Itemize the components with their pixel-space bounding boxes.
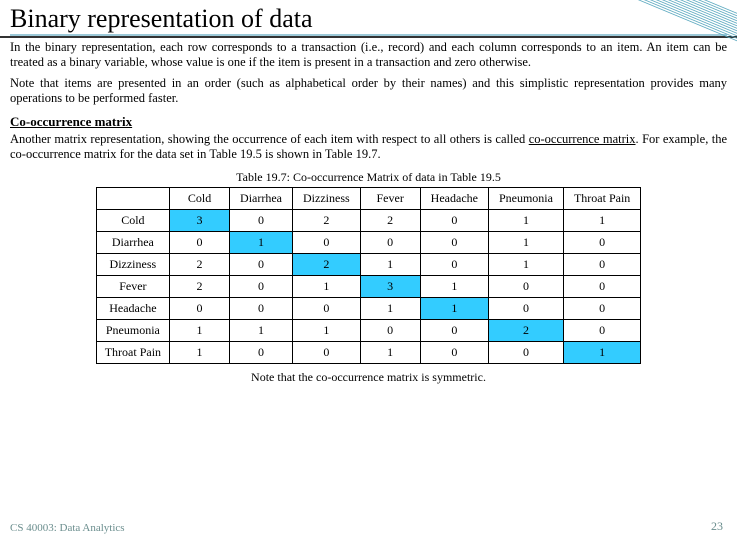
table-cell: 0 — [420, 342, 488, 364]
table-row: Throat Pain1001001 — [96, 342, 641, 364]
row-header: Diarrhea — [96, 232, 169, 254]
paragraph-cooccurrence: Another matrix representation, showing t… — [0, 130, 737, 166]
col-header: Headache — [420, 188, 488, 210]
subheading-cooccurrence: Co-occurrence matrix — [0, 110, 737, 130]
table-cell: 2 — [170, 276, 230, 298]
table-cell: 1 — [293, 320, 361, 342]
slide-title: Binary representation of data — [10, 4, 727, 36]
table-footnote: Note that the co-occurrence matrix is sy… — [0, 364, 737, 385]
table-cell: 0 — [230, 254, 293, 276]
table-cell: 1 — [230, 320, 293, 342]
table-cell: 0 — [230, 298, 293, 320]
table-cell: 1 — [488, 254, 563, 276]
para3-text: Another matrix representation, showing t… — [10, 132, 727, 161]
table-cell: 1 — [563, 342, 640, 364]
row-header: Throat Pain — [96, 342, 169, 364]
footer-page-number: 23 — [711, 519, 723, 534]
table-cell: 1 — [293, 276, 361, 298]
col-header: Cold — [170, 188, 230, 210]
row-header: Dizziness — [96, 254, 169, 276]
table-cell: 1 — [488, 232, 563, 254]
col-header: Throat Pain — [563, 188, 640, 210]
table-cell: 0 — [563, 276, 640, 298]
table-cell: 1 — [230, 232, 293, 254]
table-cell: 0 — [420, 320, 488, 342]
table-cell: 0 — [563, 298, 640, 320]
table-cell: 1 — [488, 210, 563, 232]
table-corner-cell — [96, 188, 169, 210]
table-cell: 1 — [563, 210, 640, 232]
table-cell: 1 — [360, 254, 420, 276]
table-row: Diarrhea0100010 — [96, 232, 641, 254]
table-cell: 2 — [293, 210, 361, 232]
table-cell: 1 — [420, 276, 488, 298]
row-header: Pneumonia — [96, 320, 169, 342]
paragraph-binary-2: Note that items are presented in an orde… — [0, 74, 737, 110]
table-cell: 0 — [488, 342, 563, 364]
table-cell: 0 — [170, 298, 230, 320]
table-cell: 0 — [420, 210, 488, 232]
table-cell: 0 — [563, 320, 640, 342]
table-cell: 3 — [170, 210, 230, 232]
table-cell: 0 — [170, 232, 230, 254]
table-row: Fever2013100 — [96, 276, 641, 298]
corner-decoration — [627, 0, 737, 55]
table-cell: 0 — [360, 320, 420, 342]
table-cell: 0 — [563, 254, 640, 276]
row-header: Headache — [96, 298, 169, 320]
table-cell: 0 — [488, 298, 563, 320]
table-cell: 0 — [360, 232, 420, 254]
table-cell: 0 — [293, 298, 361, 320]
table-cell: 0 — [488, 276, 563, 298]
table-cell: 3 — [360, 276, 420, 298]
table-cell: 0 — [420, 254, 488, 276]
table-cell: 0 — [293, 342, 361, 364]
table-cell: 0 — [420, 232, 488, 254]
row-header: Fever — [96, 276, 169, 298]
table-cell: 0 — [230, 342, 293, 364]
table-cell: 1 — [360, 342, 420, 364]
table-cell: 0 — [563, 232, 640, 254]
table-row: Dizziness2021010 — [96, 254, 641, 276]
table-cell: 2 — [170, 254, 230, 276]
cooccurrence-table: Cold Diarrhea Dizziness Fever Headache P… — [96, 187, 642, 364]
col-header: Fever — [360, 188, 420, 210]
table-row: Cold3022011 — [96, 210, 641, 232]
table-cell: 0 — [230, 210, 293, 232]
table-header-row: Cold Diarrhea Dizziness Fever Headache P… — [96, 188, 641, 210]
col-header: Dizziness — [293, 188, 361, 210]
table-cell: 1 — [170, 342, 230, 364]
col-header: Pneumonia — [488, 188, 563, 210]
table-cell: 1 — [170, 320, 230, 342]
table-cell: 2 — [488, 320, 563, 342]
footer-course-code: CS 40003: Data Analytics — [10, 522, 125, 534]
row-header: Cold — [96, 210, 169, 232]
table-cell: 1 — [360, 298, 420, 320]
table-cell: 0 — [230, 276, 293, 298]
table-cell: 2 — [360, 210, 420, 232]
table-cell: 2 — [293, 254, 361, 276]
col-header: Diarrhea — [230, 188, 293, 210]
table-caption: Table 19.7: Co-occurrence Matrix of data… — [0, 166, 737, 187]
table-row: Pneumonia1110020 — [96, 320, 641, 342]
table-cell: 0 — [293, 232, 361, 254]
table-row: Headache0001100 — [96, 298, 641, 320]
table-cell: 1 — [420, 298, 488, 320]
